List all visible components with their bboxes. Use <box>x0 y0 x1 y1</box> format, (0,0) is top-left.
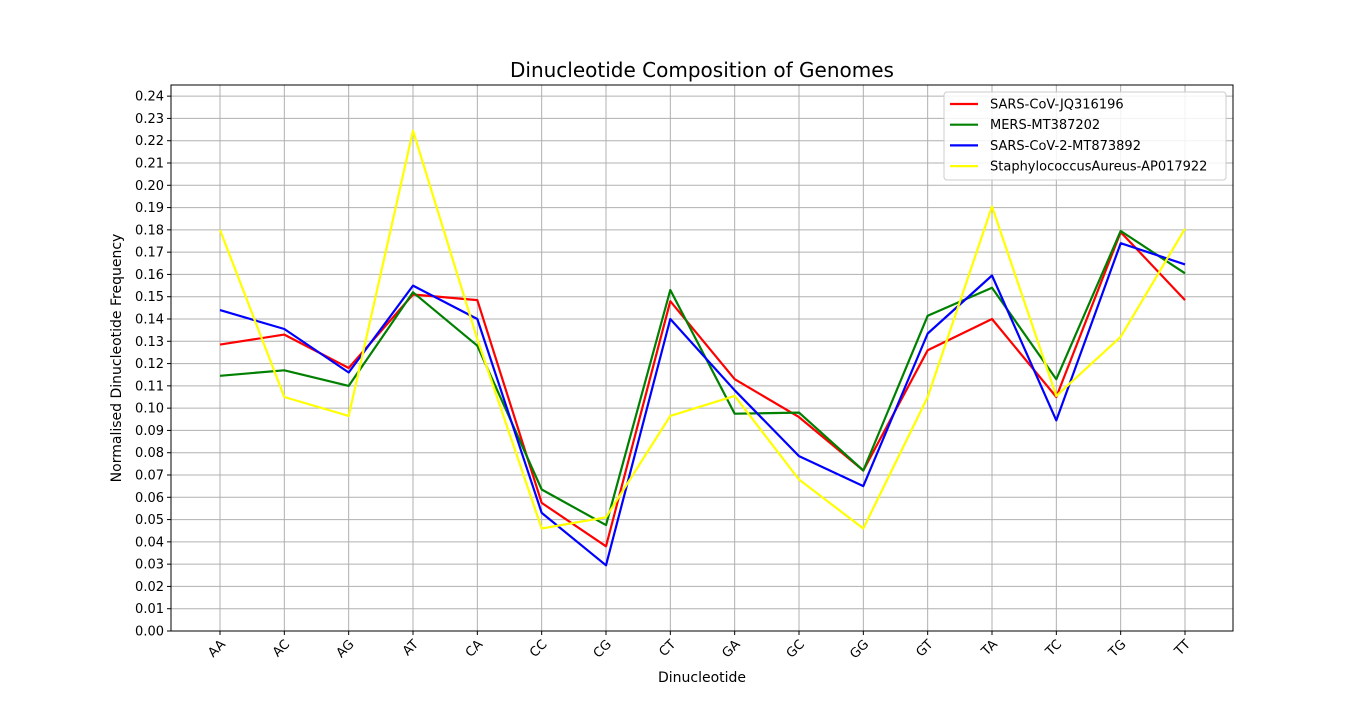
y-tick-label: 0.16 <box>135 268 164 283</box>
y-tick-label: 0.23 <box>135 112 164 127</box>
y-axis-label: Normalised Dinucleotide Frequency <box>109 234 125 483</box>
legend-label: SARS-CoV-2-MT873892 <box>990 139 1141 154</box>
y-tick-label: 0.04 <box>135 535 164 550</box>
y-tick-label: 0.15 <box>135 290 164 305</box>
y-axis-ticks: 0.00 0.01 0.02 0.03 0.04 0.05 0.06 0.07 0.08 0.09… <box>135 90 171 640</box>
y-tick-label: 0.13 <box>135 335 164 350</box>
x-axis-ticks: AA AC AG AT CA CC CG CT GA GC GG GT TA TC TG TT <box>205 631 1194 662</box>
y-tick-label: 0.20 <box>135 179 164 194</box>
plot-area-frame <box>170 84 1234 632</box>
legend-label: StaphylococcusAureus-AP017922 <box>990 160 1207 175</box>
x-tick-label: CT <box>657 637 680 660</box>
x-tick-label: CA <box>463 637 486 660</box>
y-tick-label: 0.06 <box>135 491 164 506</box>
x-tick-label: GG <box>847 637 872 662</box>
y-tick-label: 0.18 <box>135 223 164 238</box>
y-tick-label: 0.10 <box>135 402 164 417</box>
x-tick-label: GC <box>784 637 808 661</box>
y-tick-label: 0.02 <box>135 580 164 595</box>
y-tick-label: 0.24 <box>135 90 164 105</box>
legend-label: SARS-CoV-JQ316196 <box>990 98 1124 113</box>
legend-label: MERS-MT387202 <box>990 118 1100 133</box>
y-tick-label: 0.17 <box>135 246 164 261</box>
x-tick-label: AC <box>270 637 293 660</box>
y-tick-label: 0.19 <box>135 201 164 216</box>
y-tick-label: 0.12 <box>135 357 164 372</box>
series-line-2 <box>219 242 1186 567</box>
y-tick-label: 0.21 <box>135 157 164 172</box>
y-tick-label: 0.11 <box>135 379 164 394</box>
y-tick-label: 0.08 <box>135 446 164 461</box>
x-tick-label: GA <box>719 637 743 661</box>
x-tick-label: AA <box>205 637 229 661</box>
y-tick-label: 0.01 <box>135 602 164 617</box>
series-line-1 <box>219 229 1186 527</box>
series-line-0 <box>219 231 1186 548</box>
y-tick-label: 0.22 <box>135 134 164 149</box>
y-tick-label: 0.05 <box>135 513 164 528</box>
legend: SARS-CoV-JQ316196 MERS-MT387202 SARS-CoV-2… <box>943 91 1227 181</box>
legend-box <box>943 91 1227 181</box>
series-lines <box>218 129 1186 567</box>
x-tick-label: CG <box>591 637 615 661</box>
series-line-3 <box>218 129 1186 530</box>
y-tick-label: 0.07 <box>135 469 164 484</box>
x-tick-label: TC <box>1042 637 1065 660</box>
y-tick-label: 0.00 <box>135 625 164 640</box>
chart-title: Dinucleotide Composition of Genomes <box>510 58 894 82</box>
y-tick-label: 0.14 <box>135 313 164 328</box>
x-tick-label: CC <box>527 637 550 660</box>
x-tick-label: TA <box>978 637 1001 660</box>
x-tick-label: AG <box>334 637 358 661</box>
x-tick-label: AT <box>400 637 422 659</box>
x-tick-label: GT <box>913 637 936 660</box>
x-axis-label: Dinucleotide <box>658 670 746 686</box>
x-tick-label: TT <box>1171 637 1193 659</box>
y-tick-label: 0.03 <box>135 558 164 573</box>
y-tick-label: 0.09 <box>135 424 164 439</box>
x-tick-label: TG <box>1105 637 1129 661</box>
